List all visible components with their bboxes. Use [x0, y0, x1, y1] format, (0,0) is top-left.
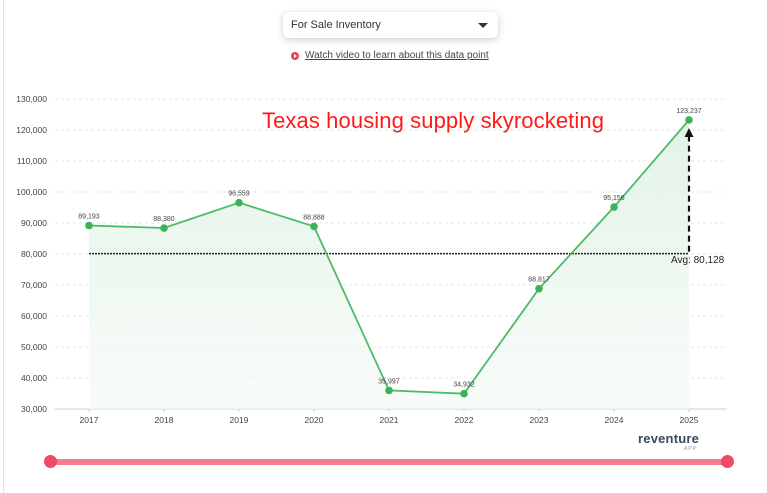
- y-tick-label: 100,000: [16, 187, 47, 197]
- x-tick-label: 2021: [380, 415, 399, 425]
- brand-logo-sub: APP: [684, 446, 698, 452]
- y-tick-label: 70,000: [21, 280, 47, 290]
- data-label: 88,380: [153, 216, 175, 223]
- data-point: [160, 224, 168, 232]
- average-label: Avg: 80,128: [671, 255, 725, 266]
- data-point: [85, 221, 93, 230]
- data-label: 95,156: [603, 195, 625, 202]
- y-tick-label: 90,000: [21, 218, 47, 228]
- data-label: 88,888: [303, 214, 325, 221]
- brand-logo: reventure: [638, 431, 700, 446]
- y-tick-label: 110,000: [17, 156, 47, 166]
- frame-border: [3, 0, 4, 493]
- x-tick-label: 2023: [530, 415, 549, 425]
- x-tick-label: 2019: [230, 415, 249, 425]
- x-tick-label: 2018: [155, 415, 174, 425]
- x-tick-label: 2017: [80, 415, 99, 425]
- data-point: [235, 198, 243, 207]
- x-tick-label: 2024: [605, 415, 624, 425]
- watch-video-label: Watch video to learn about this data poi…: [305, 50, 489, 61]
- watch-video-link[interactable]: Watch video to learn about this data poi…: [291, 50, 489, 61]
- data-point: [685, 116, 693, 124]
- y-tick-label: 120,000: [16, 125, 47, 135]
- slider-handle-start[interactable]: [44, 455, 57, 468]
- y-tick-label: 130,000: [16, 94, 47, 104]
- chart-headline: Texas housing supply skyrocketing: [262, 108, 605, 133]
- metric-dropdown[interactable]: For Sale Inventory: [283, 12, 498, 38]
- play-circle-icon: [291, 51, 299, 60]
- data-label: 68,817: [528, 277, 550, 284]
- data-point: [310, 222, 318, 231]
- data-label: 96,559: [228, 191, 250, 198]
- caret-down-icon: [478, 22, 488, 28]
- y-tick-label: 50,000: [21, 342, 47, 352]
- y-tick-label: 80,000: [21, 249, 47, 259]
- data-label: 34,932: [453, 382, 475, 389]
- x-tick-label: 2022: [455, 415, 474, 425]
- x-tick-label: 2020: [305, 415, 324, 425]
- data-label: 89,193: [78, 214, 100, 221]
- data-point: [535, 284, 543, 293]
- data-label: 123,237: [676, 108, 701, 115]
- x-tick-label: 2025: [680, 415, 699, 425]
- area-fill: [89, 119, 689, 409]
- slider-handle-end[interactable]: [721, 455, 734, 468]
- y-tick-label: 60,000: [21, 311, 47, 321]
- data-point: [385, 386, 393, 395]
- arrow-up-icon: [684, 127, 694, 137]
- data-point: [460, 389, 468, 398]
- y-tick-label: 30,000: [21, 404, 47, 414]
- metric-dropdown-value: For Sale Inventory: [291, 19, 381, 31]
- year-range-slider[interactable]: [50, 459, 727, 465]
- data-point: [610, 203, 618, 211]
- data-label: 35,997: [378, 378, 400, 385]
- y-tick-label: 40,000: [21, 373, 47, 383]
